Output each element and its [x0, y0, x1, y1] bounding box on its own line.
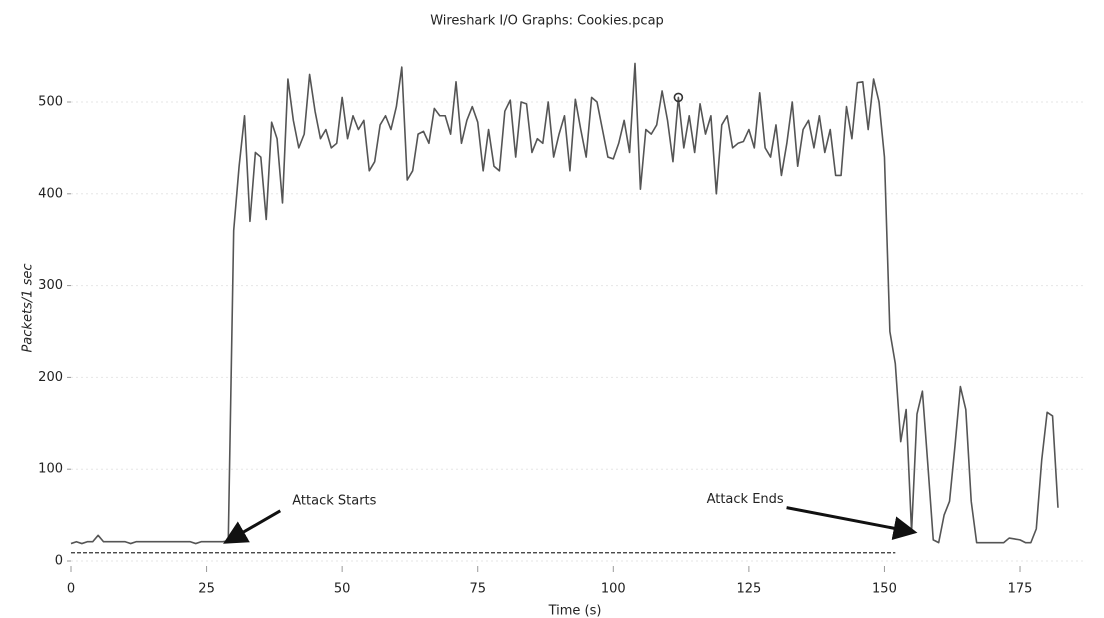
y-tick-label: 0: [55, 554, 63, 569]
x-tick-label: 50: [334, 582, 351, 597]
y-tick-label: 500: [38, 94, 63, 109]
annotation-text: Attack Starts: [292, 493, 376, 508]
series-line: [70, 62, 1059, 545]
x-tick-label: 25: [198, 582, 215, 597]
annotation-text: Attack Ends: [707, 492, 784, 507]
y-tick-label: 200: [38, 370, 63, 385]
x-tick-label: 100: [601, 582, 626, 597]
y-axis-label: Packets/1 sec: [21, 263, 36, 352]
annotation-arrow: [223, 509, 282, 544]
y-tick-label: 300: [38, 278, 63, 293]
x-axis-label: Time (s): [548, 604, 602, 618]
x-tick-label: 125: [736, 582, 761, 597]
x-tick-label: 150: [872, 582, 897, 597]
x-tick-label: 0: [67, 582, 75, 597]
x-tick-label: 75: [469, 582, 486, 597]
chart-title: Wireshark I/O Graphs: Cookies.pcap: [430, 14, 664, 29]
highlight-marker: [673, 92, 684, 103]
annotation-arrow: [786, 506, 918, 541]
y-tick-label: 100: [38, 462, 63, 477]
y-tick-label: 400: [38, 186, 63, 201]
x-tick-label: 175: [1008, 582, 1033, 597]
